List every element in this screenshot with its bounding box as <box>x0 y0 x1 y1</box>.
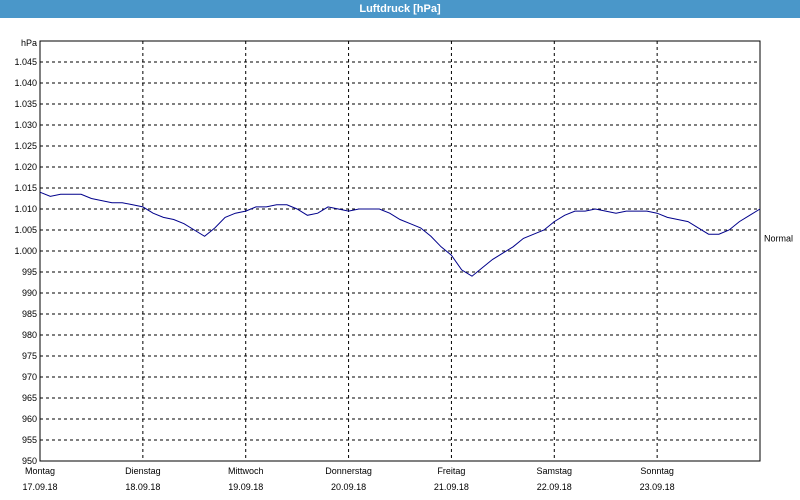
x-tick-day-label: Freitag <box>437 466 465 476</box>
y-tick-labels: 950 955 960 965 970 975 980 985 990 995 1.000 1.005… <box>14 57 37 466</box>
y-tick-label: 970 <box>22 372 37 382</box>
y-tick-label: 1.015 <box>14 183 37 193</box>
y-tick-label: 965 <box>22 393 37 403</box>
y-tick-label: 1.045 <box>14 57 37 67</box>
y-tick-label: 950 <box>22 456 37 466</box>
normal-reference-label: Normal <box>764 233 793 243</box>
y-tick-label: 1.005 <box>14 225 37 235</box>
y-tick-label: 1.020 <box>14 162 37 172</box>
x-tick-day-label: Samstag <box>537 466 573 476</box>
x-tick-date-label: 18.09.18 <box>125 482 160 492</box>
x-tick-date-label: 22.09.18 <box>537 482 572 492</box>
y-tick-label: 1.040 <box>14 78 37 88</box>
y-tick-label: 1.025 <box>14 141 37 151</box>
x-tick-day-label: Dienstag <box>125 466 161 476</box>
x-tick-day-label: Mittwoch <box>228 466 264 476</box>
x-tick-day-label: Sonntag <box>640 466 674 476</box>
y-tick-label: 990 <box>22 288 37 298</box>
y-tick-label: 1.030 <box>14 120 37 130</box>
chart-title: Luftdruck [hPa] <box>0 0 800 18</box>
x-tick-date-label: 21.09.18 <box>434 482 469 492</box>
grid-lines <box>40 41 760 461</box>
chart-area: hPa 950 955 960 965 970 975 980 985 990 995 1.000 1… <box>14 38 793 492</box>
x-tick-date-label: 23.09.18 <box>640 482 675 492</box>
x-tick-day-label: Montag <box>25 466 55 476</box>
x-tick-date-label: 20.09.18 <box>331 482 366 492</box>
y-tick-label: 1.010 <box>14 204 37 214</box>
x-tick-labels: Montag 17.09.18 Dienstag 18.09.18 Mittwoch 19… <box>22 466 674 492</box>
y-tick-label: 1.000 <box>14 246 37 256</box>
pressure-line <box>39 191 761 277</box>
y-tick-label: 955 <box>22 435 37 445</box>
plot-border <box>39 40 761 462</box>
y-axis-label: hPa <box>21 38 37 48</box>
y-tick-label: 1.035 <box>14 99 37 109</box>
y-tick-label: 985 <box>22 309 37 319</box>
y-tick-label: 995 <box>22 267 37 277</box>
y-axis-label-group: hPa <box>21 38 37 48</box>
x-tick-day-label: Donnerstag <box>325 466 372 476</box>
x-tick-date-label: 17.09.18 <box>22 482 57 492</box>
y-tick-label: 980 <box>22 330 37 340</box>
x-tick-date-label: 19.09.18 <box>228 482 263 492</box>
y-tick-label: 975 <box>22 351 37 361</box>
y-tick-label: 960 <box>22 414 37 424</box>
